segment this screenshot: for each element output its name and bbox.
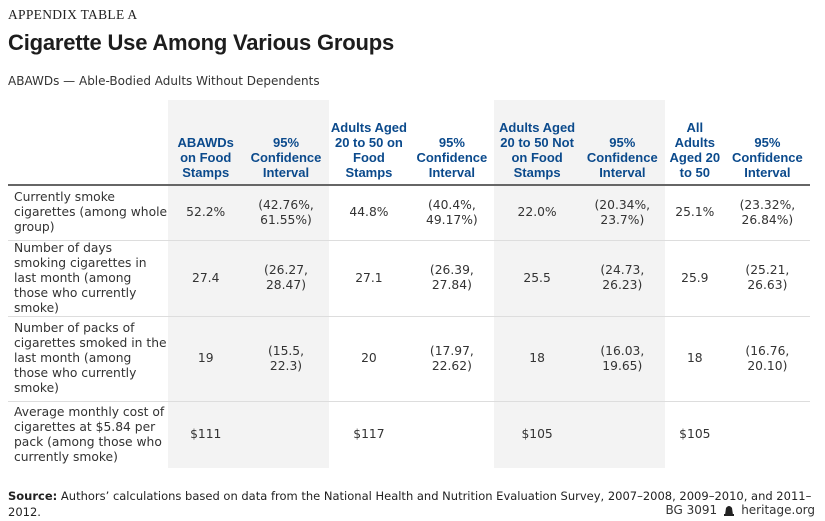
confidence-interval-cell: (15.5, 22.3) [243,316,329,402]
value-cell: $117 [353,427,385,442]
column-header: 95% Confidence Interval [243,100,329,186]
subtitle: ABAWDs — Able-Bodied Adults Without Depe… [8,74,320,88]
confidence-interval-cell: (23.32%, 26.84%) [724,185,810,241]
value-cell: 52.2% [168,185,244,241]
data-table: ABAWDs on Food Stamps 95% Confidence Int… [8,100,810,468]
value-cell: $111 [168,401,244,468]
confidence-interval-cell: (16.76, 20.10) [724,316,810,402]
confidence-interval-cell: (26.39, 27.84) [409,240,495,317]
source-label: Source: [8,489,58,503]
value-cell: 25.1% [664,185,725,241]
column-header: 95% Confidence Interval [724,100,810,186]
value-cell: 19 [168,316,244,402]
value-cell: $105 [494,401,580,468]
column-header: All Adults Aged 20 to 50 [664,100,725,186]
liberty-bell-icon [724,506,735,516]
column-header: Adults Aged 20 to 50 Not on Food Stamps [494,100,580,186]
header-row: ABAWDs on Food Stamps 95% Confidence Int… [8,100,810,186]
value-cell: 22.0% [494,185,580,241]
confidence-interval-cell: (24.73, 26.23) [579,240,665,317]
value-cell: 27.1 [328,240,410,317]
source-note: Source: Authors’ calculations based on d… [8,488,825,520]
confidence-interval-cell: (40.4%, 49.17%) [409,185,495,241]
source-text: Authors’ calculations based on data from… [8,489,812,519]
value-cell: 44.8% [328,185,410,241]
confidence-interval-cell [409,401,494,468]
table-row: Average monthly cost of cigarettes at $5… [8,401,810,468]
column-header: 95% Confidence Interval [409,100,495,186]
confidence-interval-cell [243,401,329,468]
row-label: Currently smoke cigarettes (among whole … [8,185,168,241]
value-cell: 18 [494,316,580,402]
footer-credit: BG 3091 heritage.org [666,503,816,517]
report-code: BG 3091 [665,503,718,517]
confidence-interval-cell [579,401,665,468]
value-cell: 18 [664,316,725,402]
table-row: Number of packs of cigarettes smoked in … [8,316,810,402]
value-cell: $105 [679,427,711,442]
row-label: Number of days smoking cigarettes in las… [8,240,168,317]
row-label: Number of packs of cigarettes smoked in … [8,316,168,402]
kicker: APPENDIX TABLE A [8,7,138,22]
confidence-interval-cell: (20.34%, 23.7%) [579,185,665,241]
value-cell: 25.5 [494,240,580,317]
value-cell: 20 [328,316,410,402]
column-header: 95% Confidence Interval [579,100,665,186]
confidence-interval-cell: (42.76%, 61.55%) [243,185,329,241]
page-title: Cigarette Use Among Various Groups [8,30,395,55]
table-row: Currently smoke cigarettes (among whole … [8,185,810,241]
confidence-interval-cell: (17.97, 22.62) [409,316,495,402]
column-header: ABAWDs on Food Stamps [168,100,244,186]
confidence-interval-cell: (16.03, 19.65) [579,316,665,402]
value-cell: 27.4 [168,240,244,317]
confidence-interval-cell: (26.27, 28.47) [243,240,329,317]
table-row: Number of days smoking cigarettes in las… [8,240,810,317]
site-link[interactable]: heritage.org [741,503,815,517]
row-label: Average monthly cost of cigarettes at $5… [14,404,165,464]
header-blank [8,100,168,186]
value-cell: 25.9 [664,240,725,317]
confidence-interval-cell: (25.21, 26.63) [724,240,810,317]
confidence-interval-cell [725,401,810,468]
column-header: Adults Aged 20 to 50 on Food Stamps [328,100,410,186]
